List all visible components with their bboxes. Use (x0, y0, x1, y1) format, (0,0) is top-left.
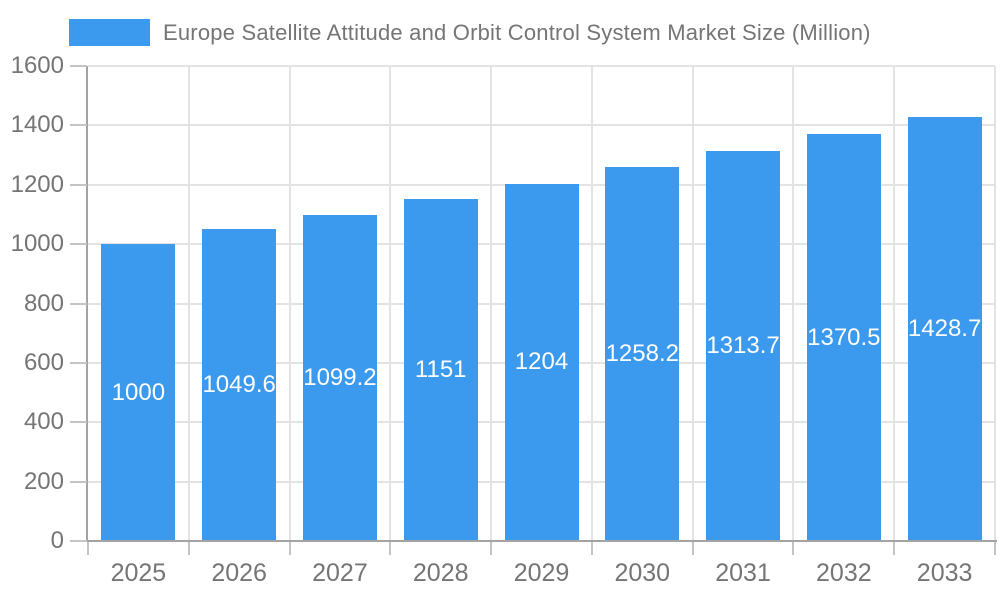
x-tick (994, 542, 996, 555)
v-gridline (893, 66, 896, 541)
bar-value-label: 1313.7 (706, 332, 780, 359)
x-tick (490, 542, 493, 555)
y-tick (70, 124, 87, 127)
chart-title: Europe Satellite Attitude and Orbit Cont… (163, 19, 871, 45)
bar: 1313.7 (706, 151, 781, 541)
y-tick (70, 421, 87, 424)
x-tick-label: 2030 (614, 559, 671, 587)
legend: Europe Satellite Attitude and Orbit Cont… (69, 19, 871, 46)
bar-value-label: 1370.5 (807, 323, 881, 351)
y-tick-label: 400 (23, 408, 64, 436)
v-gridline (994, 66, 996, 541)
y-axis-line (86, 66, 88, 541)
x-axis-line (86, 540, 997, 542)
bar: 1428.7 (907, 116, 982, 541)
bar: 1049.6 (202, 229, 277, 541)
bar: 1370.5 (806, 134, 881, 541)
v-gridline (691, 66, 694, 541)
y-tick (70, 480, 87, 483)
y-tick-label: 600 (23, 348, 64, 376)
x-tick-label: 2031 (715, 559, 771, 587)
y-tick-label: 1200 (10, 170, 64, 198)
y-tick (70, 243, 87, 246)
y-tick (70, 361, 87, 364)
h-gridline (88, 65, 995, 67)
bar: 1204 (504, 183, 579, 541)
y-tick-label: 1400 (10, 111, 64, 139)
y-tick-label: 1000 (10, 230, 64, 258)
y-tick-label: 800 (23, 289, 64, 317)
v-gridline (187, 66, 190, 541)
x-tick (691, 542, 694, 555)
y-tick (70, 65, 87, 67)
bar: 1151 (403, 199, 478, 541)
x-tick-label: 2029 (513, 559, 570, 587)
v-gridline (288, 66, 291, 541)
x-tick (893, 542, 896, 555)
x-tick (187, 542, 190, 555)
y-tick-label: 1600 (10, 52, 64, 79)
bar: 1000 (101, 244, 176, 541)
bar-value-label: 1000 (111, 378, 166, 406)
v-gridline (490, 66, 493, 541)
x-tick (792, 542, 795, 555)
plot-area: 1000 1049.6 1099.2 1151 1204 1258.2 1313.7 1370… (88, 65, 996, 541)
bar: 1099.2 (302, 214, 377, 541)
h-gridline (88, 124, 995, 127)
bar-value-label: 1258.2 (605, 340, 679, 368)
x-tick-label: 2025 (110, 559, 167, 587)
y-tick-label: 0 (50, 527, 64, 554)
x-tick-label: 2027 (312, 559, 368, 587)
v-gridline (590, 66, 593, 541)
x-tick-label: 2026 (211, 559, 267, 587)
bar-value-label: 1099.2 (303, 363, 377, 391)
v-gridline (792, 66, 795, 541)
bar-value-label: 1049.6 (202, 371, 276, 399)
x-tick-label: 2033 (916, 559, 973, 587)
x-tick (590, 542, 593, 555)
y-tick (70, 302, 87, 305)
x-tick (87, 542, 89, 555)
x-tick (389, 542, 392, 555)
y-tick (70, 183, 87, 186)
bar-value-label: 1428.7 (907, 314, 982, 342)
x-tick (288, 542, 291, 555)
bar: 1258.2 (605, 167, 680, 541)
v-gridline (389, 66, 392, 541)
x-tick-label: 2032 (816, 559, 872, 587)
bar-value-label: 1151 (414, 356, 467, 384)
x-tick-label: 2028 (412, 559, 469, 587)
y-tick-label: 200 (23, 467, 64, 495)
y-tick (70, 540, 87, 542)
legend-swatch (69, 19, 150, 46)
bar-value-label: 1204 (514, 348, 569, 376)
